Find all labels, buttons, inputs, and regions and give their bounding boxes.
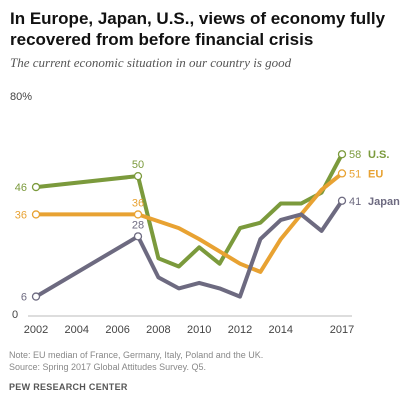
data-label: 41 [349, 196, 361, 208]
axis-layer: 80% 0 2002 2004 2006 2008 2010 2012 2014 2017 [10, 91, 354, 336]
series-name-label: U.S. [368, 149, 389, 161]
data-point-marker [133, 232, 143, 241]
data-label: 46 [15, 182, 27, 194]
series-line [34, 198, 344, 299]
source-organization: PEW RESEARCH CENTER [9, 382, 128, 392]
data-point-marker [31, 292, 41, 301]
chart-notes: Note: EU median of France, Germany, Ital… [9, 349, 409, 373]
data-label: 28 [132, 219, 144, 231]
data-point-marker [337, 169, 347, 178]
y-tick-label-bottom: 0 [12, 309, 18, 321]
data-point-marker [337, 150, 347, 159]
data-label: 6 [21, 292, 27, 304]
x-tick-label: 2012 [228, 324, 252, 336]
data-point-marker [133, 171, 143, 181]
series-name-label: Japan [368, 196, 400, 208]
x-tick-label: 2010 [187, 324, 211, 336]
x-tick-label: 2014 [269, 324, 293, 336]
note-line: Note: EU median of France, Germany, Ital… [9, 350, 264, 360]
series-line [34, 152, 344, 269]
data-label: 50 [132, 159, 144, 171]
x-tick-label: 2002 [24, 324, 48, 336]
x-tick-label: 2006 [105, 324, 129, 336]
series-name-label: EU [368, 168, 383, 180]
line-chart: 80% 0 2002 2004 2006 2008 2010 2012 2014 2017 46 5… [10, 91, 400, 336]
data-point-marker [31, 182, 41, 192]
x-tick-label: 2017 [330, 324, 354, 336]
data-label: 36 [132, 197, 144, 209]
series-points [31, 150, 347, 301]
series-lines [34, 152, 344, 299]
data-label: 51 [349, 168, 361, 180]
data-label: 36 [15, 209, 27, 221]
data-point-marker [337, 196, 347, 205]
data-label: 58 [349, 149, 361, 161]
data-labels: 46 50 58 U.S. 36 36 51 EU 6 28 41 Japan [15, 149, 400, 303]
chart-title: In Europe, Japan, U.S., views of economy… [10, 9, 386, 49]
y-tick-label-top: 80% [10, 91, 32, 103]
data-point-marker [31, 210, 41, 219]
source-line: Source: Spring 2017 Global Attitudes Sur… [9, 362, 206, 372]
data-point-marker [133, 210, 143, 219]
x-tick-label: 2004 [65, 324, 89, 336]
x-tick-label: 2008 [146, 324, 170, 336]
chart-subtitle: The current economic situation in our co… [10, 55, 292, 70]
